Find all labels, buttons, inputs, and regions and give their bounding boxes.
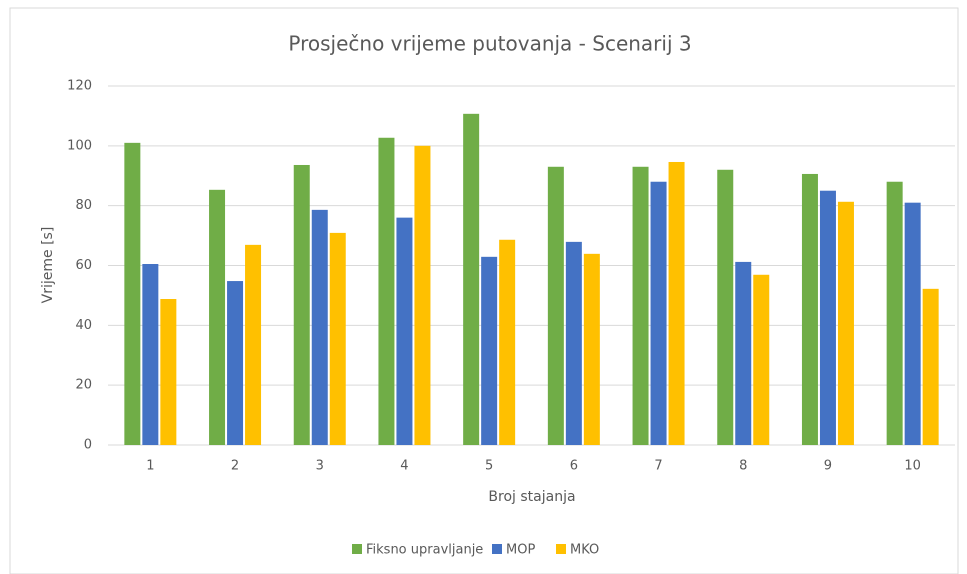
legend-swatch xyxy=(556,544,566,554)
x-tick-label: 8 xyxy=(739,459,747,474)
y-tick-label: 100 xyxy=(67,138,92,153)
bar xyxy=(735,261,752,445)
bar xyxy=(329,232,346,445)
bar xyxy=(922,288,939,445)
bar xyxy=(378,137,395,445)
y-tick-label: 0 xyxy=(84,438,92,453)
bar xyxy=(886,181,903,445)
bar xyxy=(904,202,921,445)
bar xyxy=(414,145,431,446)
legend-swatch xyxy=(492,544,502,554)
y-tick-label: 120 xyxy=(67,79,92,94)
x-tick-label: 10 xyxy=(904,459,921,474)
bar xyxy=(396,217,413,445)
bar xyxy=(650,181,667,445)
bar xyxy=(293,164,310,446)
bar xyxy=(583,253,600,445)
legend-swatch xyxy=(352,544,362,554)
x-tick-label: 4 xyxy=(400,459,408,474)
bar xyxy=(311,209,328,445)
y-tick-label: 40 xyxy=(75,318,92,333)
bar xyxy=(209,189,226,445)
y-axis-title: Vrijeme [s] xyxy=(40,227,56,304)
bar xyxy=(547,166,564,445)
bar xyxy=(499,239,516,445)
y-tick-label: 80 xyxy=(75,198,92,213)
bar xyxy=(717,169,734,445)
bar xyxy=(463,113,480,445)
bar xyxy=(837,201,854,445)
y-tick-label: 60 xyxy=(75,258,92,273)
bar xyxy=(160,299,177,445)
x-tick-label: 1 xyxy=(146,459,154,474)
x-tick-label: 3 xyxy=(316,459,324,474)
legend-label: MOP xyxy=(506,543,535,558)
chart-title: Prosječno vrijeme putovanja - Scenarij 3 xyxy=(288,32,691,56)
y-tick-label: 20 xyxy=(75,378,92,393)
bar xyxy=(668,161,685,445)
bar xyxy=(632,166,649,445)
x-tick-label: 6 xyxy=(570,459,578,474)
bar xyxy=(481,256,498,445)
x-tick-label: 5 xyxy=(485,459,493,474)
x-tick-label: 9 xyxy=(824,459,832,474)
x-axis-title: Broj stajanja xyxy=(488,489,575,505)
bar xyxy=(142,264,159,445)
bar xyxy=(819,190,836,445)
bar xyxy=(753,274,770,445)
bar xyxy=(801,173,818,445)
legend-label: Fiksno upravljanje xyxy=(366,543,483,558)
bar xyxy=(124,142,141,445)
x-tick-label: 2 xyxy=(231,459,239,474)
bar xyxy=(227,281,244,445)
bar xyxy=(245,244,262,445)
bar xyxy=(565,241,582,445)
x-tick-label: 7 xyxy=(654,459,662,474)
legend-label: MKO xyxy=(570,543,599,558)
